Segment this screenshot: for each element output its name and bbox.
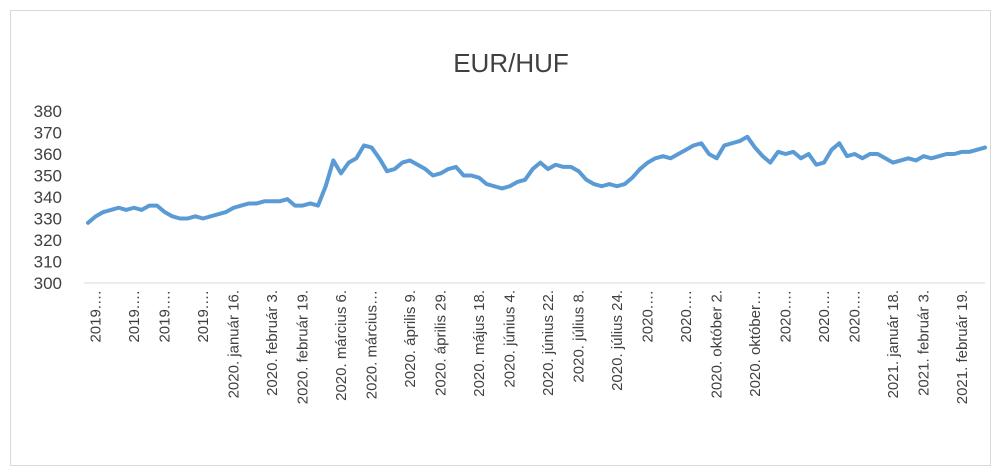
line-series — [86, 134, 987, 225]
x-tick-label: 2019.… — [157, 290, 174, 343]
x-tick-label: 2020. október… — [747, 290, 764, 397]
x-tick-label: 2020.… — [678, 290, 695, 343]
x-tick-label: 2020.… — [847, 290, 864, 343]
x-tick-label: 2020.… — [778, 290, 795, 343]
y-tick-label: 320 — [34, 231, 62, 250]
x-tick-label: 2020. február 19. — [295, 290, 312, 404]
y-tick-label: 350 — [34, 167, 62, 186]
y-tick-label: 330 — [34, 210, 62, 229]
y-tick-label: 300 — [34, 274, 62, 293]
x-tick-label: 2020. július 24. — [609, 290, 626, 391]
y-tick-label: 380 — [34, 102, 62, 121]
chart-border — [10, 10, 991, 466]
x-tick-label: 2019.… — [88, 290, 105, 343]
x-tick-label: 2021. február 3. — [916, 290, 933, 396]
x-tick-label: 2020. április 29. — [433, 290, 450, 396]
x-tick-label: 2020. június 4. — [502, 290, 519, 388]
y-tick-label: 310 — [34, 253, 62, 272]
x-tick-label: 2020. április 9. — [402, 290, 419, 388]
x-tick-label: 2021. január 18. — [885, 290, 902, 398]
x-tick-label: 2020.… — [640, 290, 657, 343]
x-tick-label: 2020. március… — [364, 290, 381, 399]
x-tick-label: 2020. február 3. — [264, 290, 281, 396]
y-tick-label: 360 — [34, 145, 62, 164]
x-tick-label: 2020. május 18. — [471, 290, 488, 397]
x-tick-label: 2020. július 8. — [571, 290, 588, 383]
x-tick-label: 2019.… — [195, 290, 212, 343]
x-tick-label: 2020. január 16. — [226, 290, 243, 398]
y-tick-label: 340 — [34, 188, 62, 207]
x-tick-label: 2020.… — [816, 290, 833, 343]
x-tick-label: 2020. június 22. — [540, 290, 557, 396]
x-tick-label: 2021. február 19. — [954, 290, 971, 404]
y-tick-label: 370 — [34, 124, 62, 143]
chart-title: EUR/HUF — [453, 48, 569, 78]
x-tick-label: 2020. március 6. — [333, 290, 350, 401]
x-tick-label: 2019.… — [126, 290, 143, 343]
x-tick-label: 2020. október 2. — [709, 290, 726, 398]
